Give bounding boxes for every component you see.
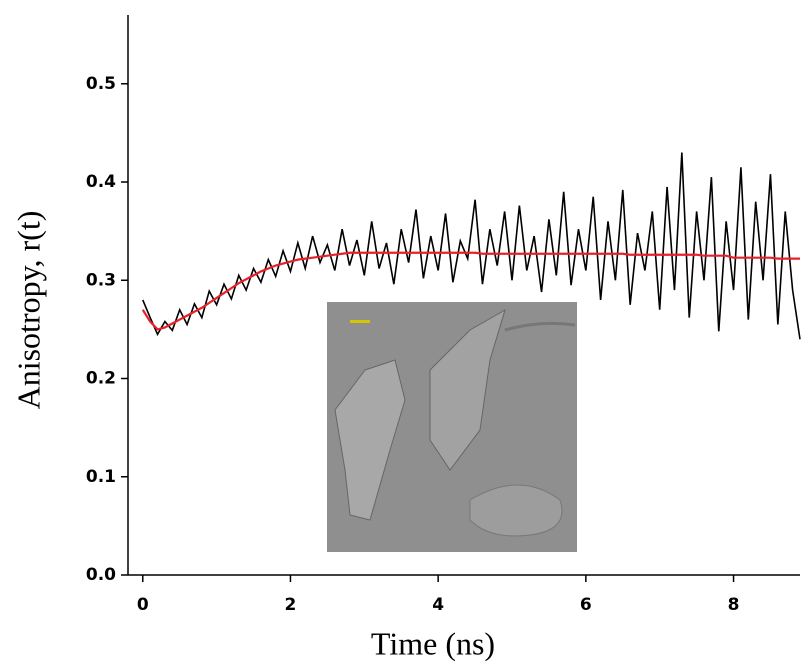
scale-bar — [350, 320, 370, 323]
cell — [429, 308, 506, 471]
y-tick-label: 0.3 — [86, 270, 116, 290]
cell — [334, 359, 406, 521]
inset-image — [327, 302, 577, 552]
x-tick-label: 0 — [137, 595, 149, 615]
cell-process — [504, 321, 576, 332]
cell — [469, 484, 563, 537]
y-tick-label: 0.0 — [86, 565, 116, 585]
y-tick-label: 0.5 — [86, 74, 116, 94]
y-axis-title: Anisotropy, r(t) — [10, 211, 46, 410]
x-tick-label: 6 — [580, 595, 592, 615]
y-tick-label: 0.2 — [86, 369, 116, 389]
plot-area — [141, 152, 801, 340]
x-tick-label: 8 — [728, 595, 740, 615]
data-line — [141, 251, 800, 331]
x-axis-title: Time (ns) — [371, 625, 495, 661]
x-tick-label: 2 — [285, 595, 297, 615]
y-tick-label: 0.4 — [86, 172, 116, 192]
data-line — [142, 152, 801, 340]
x-tick-label: 4 — [432, 595, 444, 615]
y-tick-label: 0.1 — [86, 467, 116, 487]
